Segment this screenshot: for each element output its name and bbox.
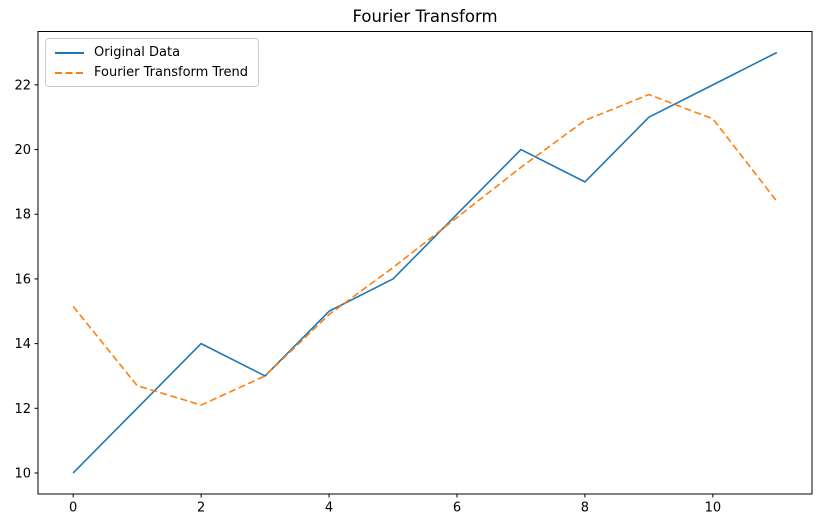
x-tick-label: 4 bbox=[325, 501, 333, 516]
legend-label-original-data: Original Data bbox=[94, 45, 181, 60]
y-tick-label: 16 bbox=[14, 272, 31, 287]
legend-label-fourier-trend: Fourier Transform Trend bbox=[94, 65, 249, 80]
legend-item-original-data: Original Data bbox=[55, 44, 248, 61]
axes-spines bbox=[37, 31, 813, 495]
legend-solid-line-icon bbox=[55, 51, 84, 54]
legend-dashed-line-icon bbox=[55, 71, 84, 74]
x-tick-label: 0 bbox=[69, 501, 77, 516]
x-tick-label: 2 bbox=[197, 501, 205, 516]
y-tick-label: 10 bbox=[14, 466, 31, 481]
x-tick-label: 6 bbox=[453, 501, 461, 516]
x-tick-label: 10 bbox=[705, 501, 722, 516]
y-tick-label: 14 bbox=[14, 337, 31, 352]
y-tick-label: 22 bbox=[14, 78, 31, 93]
legend-item-fourier-trend: Fourier Transform Trend bbox=[55, 64, 248, 81]
legend: Original Data Fourier Transform Trend bbox=[45, 38, 260, 87]
x-tick-label: 8 bbox=[581, 501, 589, 516]
series-line-original-data bbox=[72, 51, 778, 474]
y-tick-label: 18 bbox=[14, 208, 31, 223]
y-tick-label: 12 bbox=[14, 402, 31, 417]
series-line-fourier-transform-trend bbox=[72, 93, 778, 406]
y-tick-label: 20 bbox=[14, 143, 31, 158]
chart-title: Fourier Transform bbox=[352, 7, 498, 26]
